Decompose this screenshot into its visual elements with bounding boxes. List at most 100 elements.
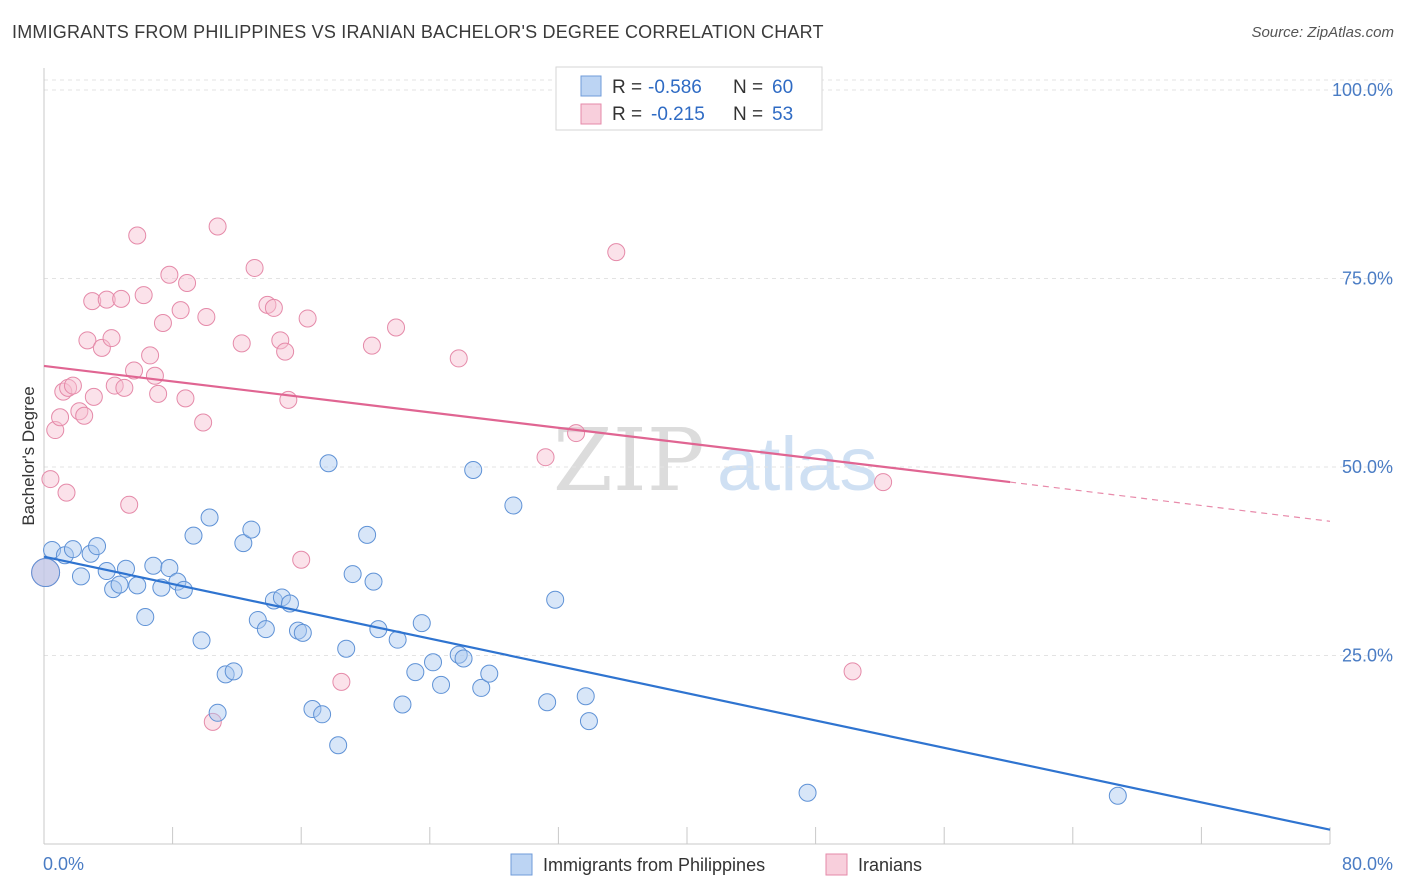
gridlines bbox=[44, 79, 1394, 656]
trend-line-philippines bbox=[43, 555, 1331, 831]
data-point bbox=[88, 537, 107, 556]
data-point bbox=[387, 318, 406, 337]
data-point bbox=[120, 495, 139, 514]
data-point bbox=[112, 289, 131, 308]
data-point bbox=[579, 712, 598, 731]
data-point bbox=[412, 614, 431, 633]
trend-line-iranians bbox=[43, 364, 1011, 484]
data-point bbox=[141, 346, 160, 365]
data-point bbox=[874, 473, 893, 492]
data-point bbox=[454, 649, 473, 668]
x-tick-label-min: 0.0% bbox=[43, 854, 84, 874]
data-point bbox=[292, 550, 311, 569]
trend-line-iranians-extension bbox=[1010, 481, 1331, 522]
data-point bbox=[242, 520, 261, 539]
data-point bbox=[1108, 786, 1127, 805]
data-point bbox=[480, 664, 499, 683]
data-point bbox=[57, 483, 76, 502]
x-tick-labels: 0.0% 80.0% bbox=[43, 854, 1393, 874]
data-point bbox=[362, 336, 381, 355]
data-point bbox=[232, 334, 251, 353]
data-point bbox=[432, 675, 451, 694]
series-iranians-points bbox=[31, 217, 893, 731]
bottom-legend-label-iranians: Iranians bbox=[858, 855, 922, 875]
series-philippines-points bbox=[31, 454, 1127, 805]
data-point bbox=[332, 672, 351, 691]
series-legend: Immigrants from Philippines Iranians bbox=[510, 853, 922, 876]
data-point bbox=[208, 217, 227, 236]
data-point bbox=[288, 621, 307, 640]
data-point bbox=[41, 470, 60, 489]
data-point bbox=[83, 292, 102, 311]
data-point bbox=[424, 653, 443, 672]
data-point bbox=[576, 687, 595, 706]
data-point bbox=[194, 413, 213, 432]
legend-swatch-iranians bbox=[580, 103, 602, 125]
data-point bbox=[59, 378, 78, 397]
data-point bbox=[364, 572, 383, 591]
data-point bbox=[276, 342, 295, 361]
data-point bbox=[125, 361, 144, 380]
data-point bbox=[546, 590, 565, 609]
data-point bbox=[71, 567, 90, 586]
legend-n-value-iranians: 53 bbox=[772, 104, 793, 125]
data-point bbox=[171, 301, 190, 320]
data-point bbox=[31, 558, 61, 588]
data-point bbox=[337, 639, 356, 658]
data-point bbox=[329, 736, 348, 755]
data-point bbox=[178, 274, 197, 293]
data-point bbox=[160, 265, 179, 284]
data-point bbox=[63, 540, 82, 559]
bottom-legend-swatch-iranians bbox=[825, 853, 848, 876]
data-point bbox=[145, 366, 164, 385]
data-point bbox=[293, 623, 312, 642]
data-point bbox=[234, 534, 253, 553]
data-point bbox=[406, 663, 425, 682]
y-tick-label: 50.0% bbox=[1342, 457, 1393, 477]
data-point bbox=[102, 329, 121, 348]
data-point bbox=[504, 496, 523, 515]
correlation-legend: R = -0.586 N = 60 R = -0.215 N = 53 bbox=[555, 66, 823, 131]
data-point bbox=[358, 525, 377, 544]
data-point bbox=[84, 387, 103, 406]
data-point bbox=[174, 580, 193, 599]
data-point bbox=[51, 408, 70, 427]
data-point bbox=[343, 565, 362, 584]
watermark-zip: ZIP bbox=[553, 411, 705, 511]
data-point bbox=[144, 556, 163, 575]
chart-title: IMMIGRANTS FROM PHILIPPINES VS IRANIAN B… bbox=[12, 22, 824, 42]
data-point bbox=[264, 298, 283, 317]
data-point bbox=[134, 286, 153, 305]
data-point bbox=[75, 406, 94, 425]
data-point bbox=[449, 349, 468, 368]
data-point bbox=[536, 448, 555, 467]
data-point bbox=[319, 454, 338, 473]
data-point bbox=[128, 576, 147, 595]
bottom-legend-swatch-philippines bbox=[510, 853, 533, 876]
data-point bbox=[136, 608, 155, 627]
data-point bbox=[97, 290, 116, 309]
data-point bbox=[607, 243, 626, 262]
legend-r-label-philippines: R = bbox=[612, 77, 642, 98]
data-point bbox=[245, 258, 264, 277]
data-point bbox=[184, 526, 203, 545]
y-tick-label: 100.0% bbox=[1332, 80, 1393, 100]
data-point bbox=[81, 544, 100, 563]
data-point bbox=[303, 700, 322, 719]
y-tick-labels: 100.0% 75.0% 50.0% 25.0% bbox=[1332, 80, 1393, 666]
data-point bbox=[464, 461, 483, 480]
data-point bbox=[393, 695, 412, 714]
data-point bbox=[104, 580, 123, 599]
legend-r-label-iranians: R = bbox=[612, 104, 642, 125]
x-tick-label-max: 80.0% bbox=[1342, 854, 1393, 874]
data-point bbox=[208, 703, 227, 722]
data-point bbox=[115, 378, 134, 397]
source-credit: Source: ZipAtlas.com bbox=[1251, 24, 1394, 41]
data-point bbox=[567, 424, 586, 443]
bottom-legend-label-philippines: Immigrants from Philippines bbox=[543, 855, 765, 875]
data-point bbox=[843, 662, 862, 681]
data-point bbox=[176, 389, 195, 408]
legend-r-value-iranians: -0.215 bbox=[651, 104, 705, 125]
data-point bbox=[313, 705, 332, 724]
